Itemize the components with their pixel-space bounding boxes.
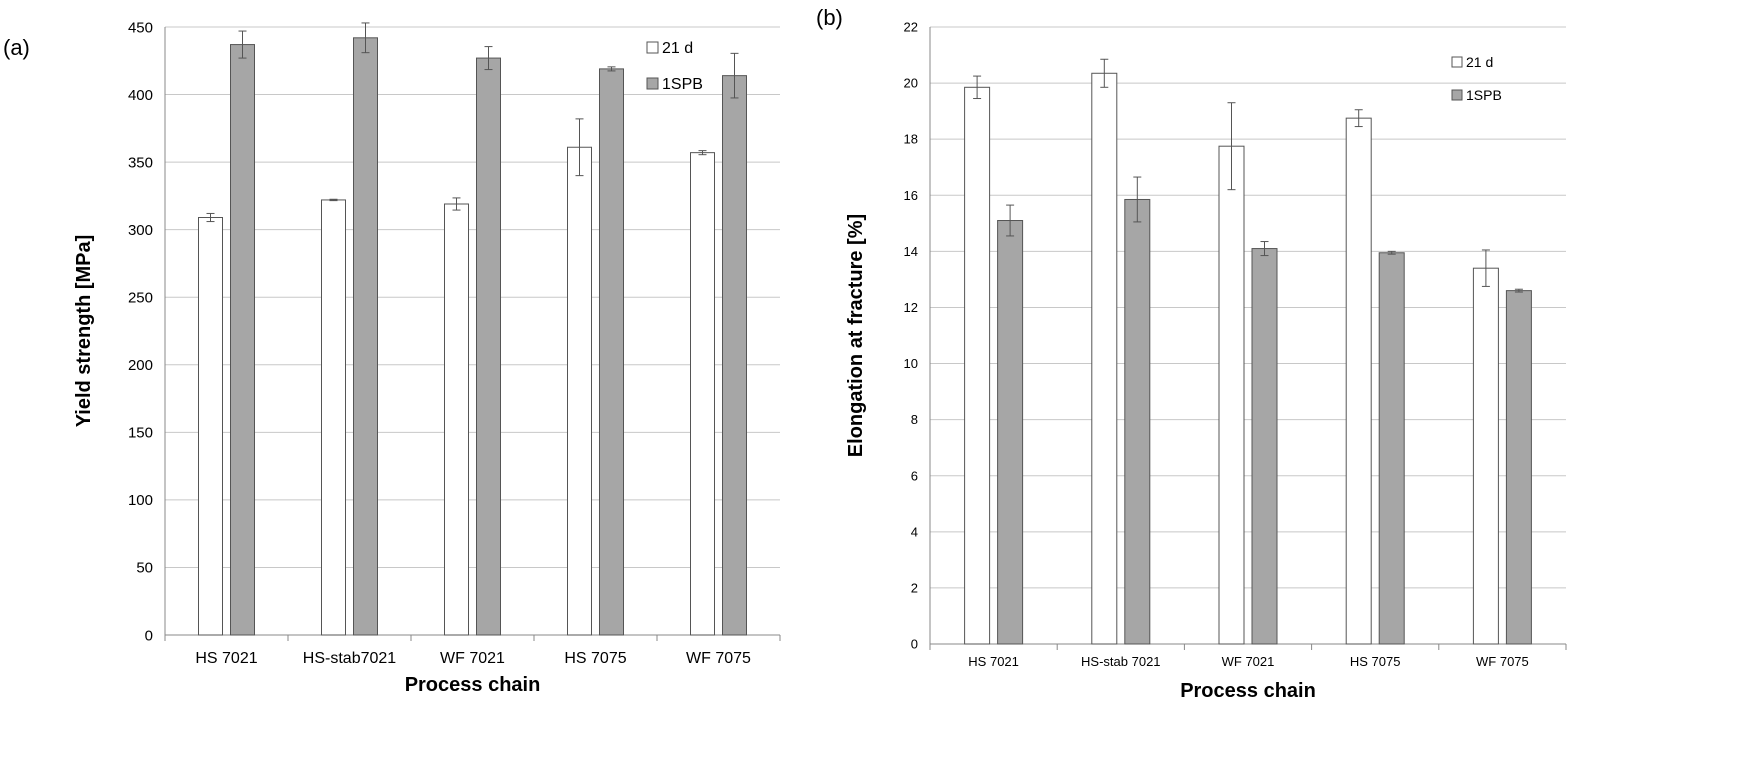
legend-swatch-1spb [1451, 89, 1463, 101]
bar-1spb-wf-7075 [1505, 290, 1532, 645]
y-tick-label: 300 [128, 222, 153, 239]
y-tick-label: 6 [911, 468, 918, 483]
bar-1spb-hs-stab-7021 [1124, 198, 1151, 645]
legend-label-21-d: 21 d [1466, 54, 1493, 70]
y-axis-title: Yield strength [MPa] [73, 235, 95, 428]
x-axis-title: Process chain [1180, 680, 1316, 702]
legend-label-1spb: 1SPB [662, 76, 703, 93]
bar-1spb-hs-7075 [599, 68, 624, 636]
y-tick-label: 20 [904, 76, 918, 91]
y-tick-label: 18 [904, 132, 918, 147]
panel-label: (b) [816, 5, 843, 30]
bar-1spb-wf-7021 [1251, 248, 1278, 645]
y-tick-label: 10 [904, 356, 918, 371]
y-tick-label: 4 [911, 524, 918, 539]
bar-21-d-wf-7075 [690, 152, 715, 636]
bar-21-d-hs-7075 [1345, 117, 1372, 645]
y-tick-label: 450 [128, 19, 153, 36]
y-tick-label: 8 [911, 412, 918, 427]
y-tick-label: 400 [128, 87, 153, 104]
bar-21-d-wf-7021 [1218, 145, 1245, 645]
legend-label-21-d: 21 d [662, 40, 693, 57]
x-tick-label: HS 7075 [564, 650, 626, 667]
x-tick-label: HS 7021 [195, 650, 257, 667]
bar-21-d-hs-7021 [964, 86, 991, 645]
y-tick-label: 12 [904, 300, 918, 315]
y-tick-label: 200 [128, 357, 153, 374]
bar-1spb-hs-stab7021 [353, 37, 378, 636]
x-tick-label: HS-stab 7021 [1081, 654, 1161, 669]
y-tick-label: 16 [904, 188, 918, 203]
y-axis-title: Elongation at fracture [%] [845, 214, 867, 457]
bar-21-d-wf-7075 [1472, 267, 1499, 645]
bar-1spb-hs-7075 [1378, 252, 1405, 645]
y-tick-label: 100 [128, 492, 153, 509]
bar-21-d-wf-7021 [444, 203, 469, 636]
bar-1spb-hs-7021 [997, 220, 1024, 645]
bar-21-d-hs-7075 [567, 146, 592, 636]
chart-elongation: 0 2 4 6 8 10 12 14 16 18 20 22 HS 7021 HS-stab 7021 WF… [816, 5, 1567, 702]
y-tick-label: 0 [911, 637, 918, 652]
x-tick-label: HS 7021 [968, 654, 1019, 669]
x-tick-label: WF 7075 [1476, 654, 1529, 669]
legend-swatch-21-d [1451, 56, 1463, 68]
y-tick-label: 350 [128, 154, 153, 171]
x-tick-label: HS-stab7021 [303, 650, 396, 667]
x-tick-label: WF 7021 [440, 650, 505, 667]
y-tick-label: 2 [911, 580, 918, 595]
y-tick-label: 22 [904, 20, 918, 35]
x-axis-title: Process chain [405, 674, 541, 696]
x-tick-label: HS 7075 [1350, 654, 1401, 669]
legend-swatch-21-d [646, 41, 659, 54]
x-tick-label: WF 7021 [1222, 654, 1275, 669]
legend-label-1spb: 1SPB [1466, 87, 1502, 103]
y-tick-label: 50 [136, 560, 153, 577]
bar-21-d-hs-7021 [198, 217, 223, 636]
bar-1spb-wf-7021 [476, 57, 501, 636]
y-tick-label: 150 [128, 425, 153, 442]
x-tick-label: WF 7075 [686, 650, 751, 667]
bar-1spb-wf-7075 [722, 75, 747, 636]
y-tick-label: 250 [128, 289, 153, 306]
y-tick-label: 0 [145, 627, 153, 644]
bar-1spb-hs-7021 [230, 44, 255, 636]
bar-21-d-hs-stab-7021 [1091, 72, 1118, 645]
chart-yield-strength: 0 50 100 150 200 250 300 350 400 450 HS 7021 HS-sta… [3, 19, 781, 696]
y-tick-label: 14 [904, 244, 918, 259]
panel-label: (a) [3, 35, 30, 60]
bar-21-d-hs-stab7021 [321, 199, 346, 636]
legend-swatch-1spb [646, 77, 659, 90]
